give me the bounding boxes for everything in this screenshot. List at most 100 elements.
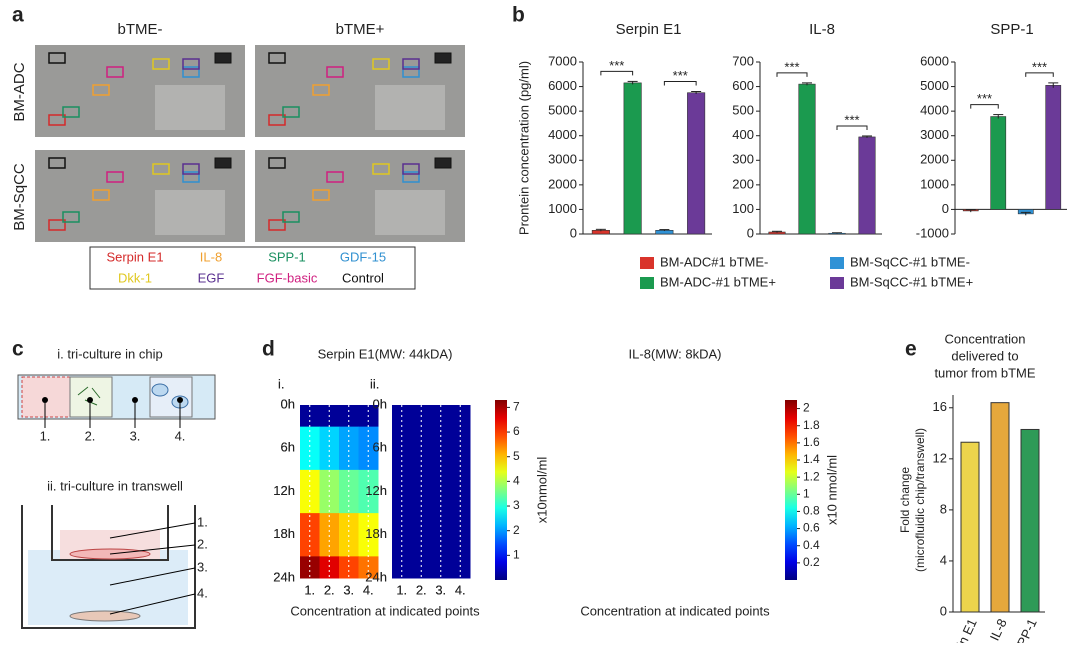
y-tick-label: 5000 [548,103,577,118]
x-tick-label: SPP-1 [1010,616,1039,643]
colorbar [495,400,507,580]
array-box [182,58,200,70]
diagram-title: ii. tri-culture in transwell [47,478,183,493]
x-tick-label: 4. [363,582,374,597]
pointer-dot [42,397,48,403]
y-tick-label: 0 [942,201,949,216]
y-tick-label: 4000 [920,103,949,118]
y-tick-label: 0 [747,225,754,240]
heatmap-cell [300,556,320,579]
y-tick-label: 600 [732,78,754,93]
panel-label: e [905,338,917,361]
x-tick-label: 3. [435,582,446,597]
point-label: 1. [40,428,51,443]
bar [858,136,876,235]
array-box [182,66,200,78]
y-tick-label: 400 [732,127,754,142]
array-box [372,58,390,70]
diagram-title: i. tri-culture in chip [57,346,162,361]
panel-label: d [262,338,275,361]
bar [798,83,816,235]
y-tick-label: 8 [940,501,947,516]
colorbar-tick-label: 1.6 [803,435,820,449]
array-box [214,157,232,169]
array-box [402,58,420,70]
array-box [92,189,110,201]
legend-entry: BM-SqCC-#1 bTME- [850,254,970,269]
heatmap-cell [450,556,471,579]
array-box [48,52,66,64]
pointer-dot [87,397,93,403]
chart-title: Concentration [945,331,1026,346]
colorbar-tick-label: 1 [803,486,810,500]
membrane-spot [155,85,225,130]
colorbar-tick-label: 3 [513,498,520,512]
colorbar-tick-label: 2 [513,523,520,537]
subpanel-label: ii. [370,376,379,391]
x-tick-label: IL-8 [987,616,1010,643]
y-tick-label: 0 [570,225,577,240]
array-box [434,52,452,64]
y-tick-label: 700 [732,53,754,68]
array-box [268,219,286,231]
y-tick-label: 6000 [920,53,949,68]
subpanel-label: i. [278,376,285,391]
point-label: 3. [130,428,141,443]
array-box [48,157,66,169]
chart-title: IL-8 [809,21,835,38]
colorbar-tick-label: 2 [803,401,810,415]
legend-entry: GDF-15 [340,249,386,264]
y-tick-label: 1000 [548,201,577,216]
colorbar-tick-label: 0.8 [803,504,820,518]
pointer-dot [177,397,183,403]
y-tick-label: 0h [373,396,387,411]
array-box [106,66,124,78]
legend-entry: BM-ADC#1 bTME- [660,254,768,269]
legend-entry: BM-SqCC-#1 bTME+ [850,274,973,289]
point-label: 2. [197,536,208,551]
heatmap-title: IL-8(MW: 8kDA) [629,346,722,361]
x-axis-label: Concentration at indicated points [580,603,770,618]
y-tick-label: -1000 [916,225,949,240]
y-tick-label: 0h [281,396,295,411]
heatmap-cell [319,556,340,579]
array-box [268,52,286,64]
row-label: BM-ADC [11,62,28,121]
legend-box [89,246,416,290]
array-box [312,84,330,96]
panel-label: a [12,4,24,27]
array-box [402,66,420,78]
x-tick-label: 4. [455,582,466,597]
colorbar-tick-label: 1.4 [803,452,820,466]
bar [990,116,1007,210]
y-tick-label: 18h [273,526,295,541]
x-tick-label: 2. [416,582,427,597]
legend-entry: FGF-basic [257,270,318,285]
significance-bracket [776,72,808,77]
legend-entry: IL-8 [200,249,222,264]
x-tick-label: 3. [343,582,354,597]
array-box [268,157,286,169]
chip-diagram [17,374,216,428]
legend-entry: Serpin E1 [106,249,163,264]
heatmap-cell [358,556,379,579]
cell [151,383,169,397]
array-box [434,157,452,169]
x-tick-label: 4. [363,582,374,597]
significance-label: *** [1032,59,1047,74]
x-tick-label: 2. [416,582,427,597]
subpanel-label: ii. [370,376,379,391]
x-tick-label: 1. [304,582,315,597]
array-box [312,189,330,201]
y-tick-label: 6h [281,440,295,455]
column-header: bTME- [118,21,163,38]
x-tick-label: 4. [455,582,466,597]
point-label: 1. [197,514,208,529]
significance-label: *** [977,91,992,106]
y-tick-label: 4000 [548,127,577,142]
significance-bracket [836,125,868,130]
pointer-dot [132,397,138,403]
significance-bracket [600,70,634,76]
membrane-spot [375,85,445,130]
